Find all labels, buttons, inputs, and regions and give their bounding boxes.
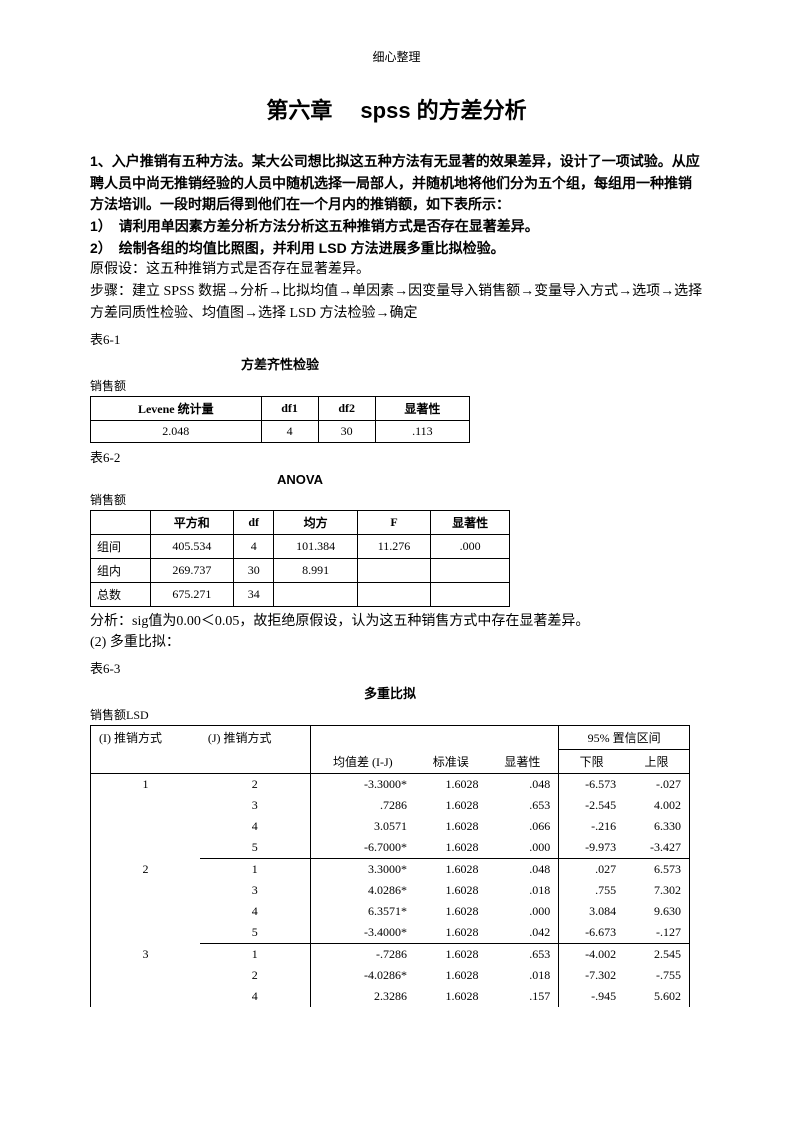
t63-h-j: (J) 推销方式 [200,725,310,749]
table-row: 3.72861.6028.653-2.5454.002 [91,795,690,816]
t63-h-i: (I) 推销方式 [91,725,200,749]
table61-title: 方差齐性检验 [90,354,470,373]
t63-h-sig: 显著性 [487,749,559,773]
table-row: 43.05711.6028.066-.2166.330 [91,816,690,837]
table63-title: 多重比拟 [90,683,690,702]
table-row: 组间 405.534 4 101.384 11.276 .000 [91,534,510,558]
intro-para-3: 2） 绘制各组的均值比照图，并利用 LSD 方法进展多重比拟检验。 [90,238,703,260]
page-header: 细心整理 [90,48,703,65]
table-row: 12-3.3000*1.6028.048-6.573-.027 [91,773,690,795]
t61-h0: Levene 统计量 [91,396,262,420]
t61-c2: 30 [318,420,375,442]
t62-h1: 平方和 [150,510,234,534]
t63-h-md: 均值差 (I-J) [310,749,415,773]
t62-h3: 均方 [274,510,358,534]
t61-h2: df2 [318,396,375,420]
table-row: 31-.72861.6028.653-4.0022.545 [91,943,690,965]
table62-caption: 表6-2 [90,447,703,466]
t61-c0: 2.048 [91,420,262,442]
table61-sub: 销售额 [90,377,703,394]
t63-h-hi: 上限 [624,749,689,773]
table-62: 平方和 df 均方 F 显著性 组间 405.534 4 101.384 11.… [90,510,510,607]
t61-c3: .113 [375,420,469,442]
t62-h2: df [234,510,274,534]
t63-h-lo: 下限 [559,749,624,773]
table-63: (I) 推销方式 (J) 推销方式 95% 置信区间 均值差 (I-J) 标准误… [90,725,690,1007]
table-row: 5-3.4000*1.6028.042-6.673-.127 [91,922,690,944]
table-row: 2-4.0286*1.6028.018-7.302-.755 [91,965,690,986]
table62-sub: 销售额 [90,491,703,508]
table63-sub: 销售额LSD [90,706,703,723]
table-row: 组内 269.737 30 8.991 [91,558,510,582]
table63-caption: 表6-3 [90,658,703,677]
table61-caption: 表6-1 [90,329,703,348]
t62-h5: 显著性 [431,510,510,534]
intro-para-1: 1、入户推销有五种方法。某大公司想比拟这五种方法有无显著的效果差异，设计了一项试… [90,151,703,216]
analysis-line-2: (2) 多重比拟： [90,632,703,654]
table-row: 213.3000*1.6028.048.0276.573 [91,858,690,880]
t61-c1: 4 [261,420,318,442]
table-row: 34.0286*1.6028.018.7557.302 [91,880,690,901]
table-row: 46.3571*1.6028.0003.0849.630 [91,901,690,922]
t62-h4: F [357,510,430,534]
t63-h-ci: 95% 置信区间 [559,725,690,749]
intro-para-2: 1） 请利用单因素方差分析方法分析这五种推销方式是否存在显著差异。 [90,216,703,238]
table62-title: ANOVA [90,472,510,487]
document-page: 细心整理 第六章 spss 的方差分析 1、入户推销有五种方法。某大公司想比拟这… [0,0,793,1122]
t63-h-se: 标准误 [415,749,487,773]
hypothesis-line: 原假设：这五种推销方式是否存在显著差异。 [90,259,703,281]
steps-line: 步骤：建立 SPSS 数据→分析→比拟均值→单因素→因变量导入销售额→变量导入方… [90,281,703,324]
t61-h3: 显著性 [375,396,469,420]
chapter-title: 第六章 spss 的方差分析 [90,93,703,125]
table-row: 总数 675.271 34 [91,582,510,606]
table-row: 5-6.7000*1.6028.000-9.973-3.427 [91,837,690,859]
t62-h0 [91,510,151,534]
analysis-line-1: 分析：sig值为0.00＜0.05，故拒绝原假设，认为这五种销售方式中存在显著差… [90,611,703,633]
table-61: Levene 统计量 df1 df2 显著性 2.048 4 30 .113 [90,396,470,443]
t61-h1: df1 [261,396,318,420]
table-row: 42.32861.6028.157-.9455.602 [91,986,690,1007]
